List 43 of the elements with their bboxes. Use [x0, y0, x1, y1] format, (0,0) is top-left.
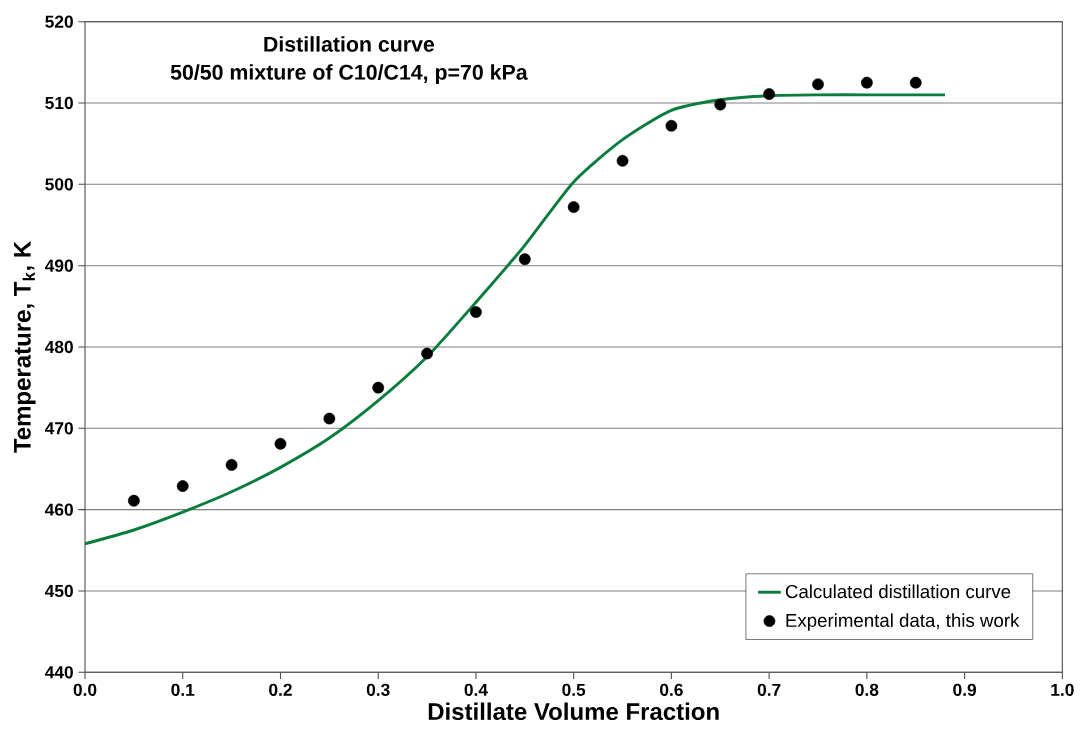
y-tick-label: 470 — [44, 422, 73, 435]
point — [763, 88, 776, 100]
x-tick-label: 0.1 — [171, 683, 195, 696]
y-tick-label: 490 — [44, 259, 73, 272]
y-tick-label: 460 — [44, 503, 73, 516]
point — [274, 437, 287, 450]
y-tick-label: 510 — [45, 96, 73, 110]
point — [372, 381, 385, 394]
point — [225, 459, 238, 471]
point — [323, 412, 336, 425]
x-tick-label: 0.7 — [757, 683, 781, 696]
x-tick-label: 0.5 — [562, 683, 586, 696]
point — [470, 306, 482, 318]
y-axis-title: Temperature, T$_{k}$, K — [14, 241, 36, 453]
point — [665, 119, 678, 132]
point — [616, 154, 629, 167]
text: 50/50 mixture of C10/C14, p=70 kPa — [170, 64, 528, 85]
y-tick-label: 440 — [44, 666, 73, 679]
point — [567, 201, 580, 213]
y-tick-label: 520 — [45, 15, 73, 28]
x-tick-label: 1.0 — [1051, 683, 1074, 696]
x-tick-label: 0.9 — [953, 683, 976, 696]
x-axis-title: Distillate Volume Fraction — [428, 702, 719, 721]
x-tick-label: 0.2 — [269, 683, 292, 696]
x-tick-label: 0.4 — [464, 683, 488, 696]
x-tick-label: 0.3 — [366, 683, 390, 696]
point — [128, 494, 140, 507]
x-tick-label: 0.8 — [855, 683, 879, 696]
legend-label: Experimental data, this work — [786, 613, 1020, 631]
text: Distillation curve — [264, 36, 435, 52]
point — [714, 98, 727, 111]
point — [421, 347, 433, 360]
x-tick-label: 0.0 — [73, 683, 97, 696]
point — [861, 76, 873, 89]
legend-label: Calculated distillation curve — [785, 584, 1011, 599]
y-tick-label: 500 — [45, 178, 73, 191]
point — [812, 78, 824, 91]
y-tick-label: 480 — [44, 340, 73, 354]
x-tick-label: 0.6 — [660, 683, 683, 696]
point — [909, 76, 922, 89]
point — [518, 253, 531, 266]
point — [176, 480, 189, 492]
y-tick-label: 450 — [44, 584, 73, 598]
